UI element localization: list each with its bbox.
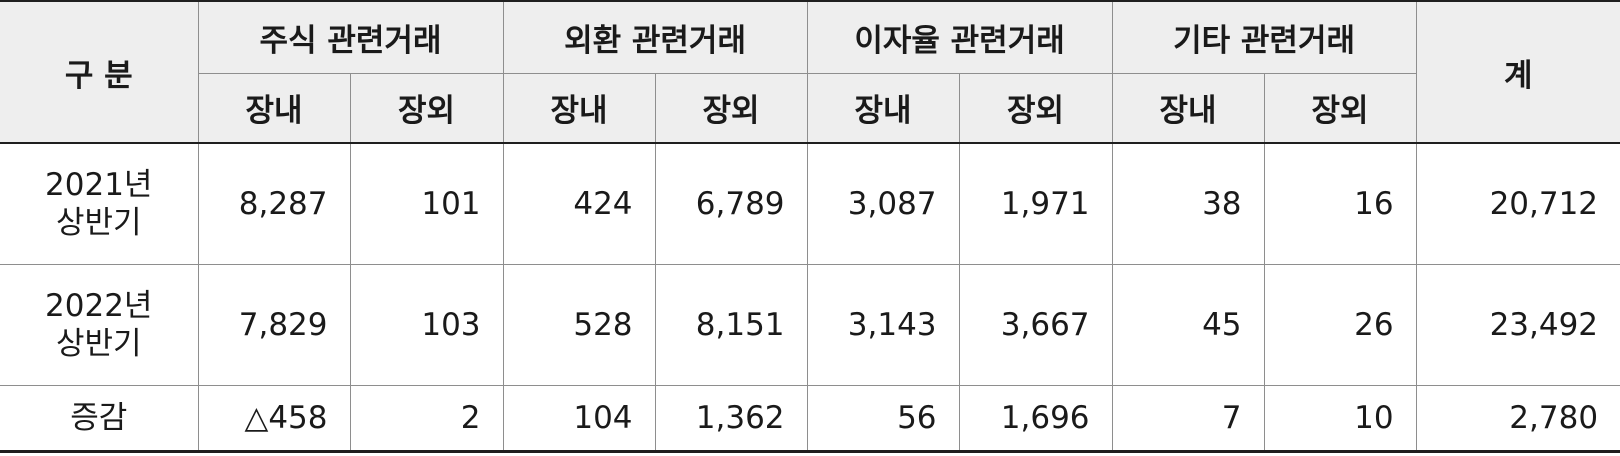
- header-group-fx: 외환 관련거래: [502, 0, 808, 74]
- table-cell-total: 20,712: [1415, 142, 1620, 265]
- header-sub-otc: 장외: [958, 72, 1113, 144]
- header-sub-exchange: 장내: [806, 72, 960, 144]
- table-row: 증감 △458 2 104 1,362 56 1,696 7 10 2,780: [0, 384, 1620, 453]
- table-cell: 38: [1111, 142, 1265, 265]
- table-cell: 56: [806, 384, 960, 453]
- table-cell: 7: [1111, 384, 1265, 453]
- table-cell: 3,087: [806, 142, 960, 265]
- table-cell: 101: [349, 142, 504, 265]
- header-group-interest: 이자율 관련거래: [806, 0, 1113, 74]
- table-cell: 2: [349, 384, 504, 453]
- header-sub-otc: 장외: [1263, 72, 1417, 144]
- table-cell: 3,667: [958, 263, 1113, 386]
- table-cell: 528: [502, 263, 656, 386]
- header-sub-exchange: 장내: [198, 72, 351, 144]
- header-row-groups: 구 분 주식 관련거래 외환 관련거래 이자율 관련거래 기타 관련거래 계: [0, 0, 1620, 144]
- table-cell-total: 2,780: [1415, 384, 1620, 453]
- table-cell: 7,829: [197, 263, 351, 386]
- row-label-line: 상반기: [55, 325, 142, 362]
- header-total: 계: [1415, 0, 1620, 144]
- table-cell: 104: [502, 384, 656, 453]
- table-cell: 3,143: [806, 263, 960, 386]
- row-label-line: 상반기: [55, 204, 142, 241]
- table-cell: 103: [349, 263, 504, 386]
- table-cell: 16: [1263, 142, 1417, 265]
- row-label: 2021년 상반기: [0, 142, 199, 265]
- table-cell: 26: [1263, 263, 1417, 386]
- table-cell: 1,696: [958, 384, 1113, 453]
- header-sub-exchange: 장내: [502, 72, 656, 144]
- table-row: 2021년 상반기 8,287 101 424 6,789 3,087 1,97…: [0, 142, 1620, 265]
- table-cell: 6,789: [654, 142, 808, 265]
- header-sub-exchange: 장내: [1111, 72, 1265, 144]
- table-cell: 1,362: [654, 384, 808, 453]
- row-label-line: 2021년: [45, 166, 153, 203]
- row-label: 증감: [0, 384, 199, 453]
- header-category: 구 분: [0, 0, 199, 144]
- header-row-sub: 장내 장외 장내 장외 장내 장외 장내 장외: [0, 72, 1620, 144]
- table-cell: 424: [502, 142, 656, 265]
- table-cell: 8,151: [654, 263, 808, 386]
- header-group-other: 기타 관련거래: [1111, 0, 1417, 74]
- row-label-line: 2022년: [45, 287, 153, 324]
- table-cell: 10: [1263, 384, 1417, 453]
- table-cell-total: 23,492: [1415, 263, 1620, 386]
- row-label: 2022년 상반기: [0, 263, 199, 386]
- table-cell: 8,287: [197, 142, 351, 265]
- table-cell: △458: [197, 384, 351, 453]
- header-group-stock: 주식 관련거래: [197, 0, 504, 74]
- header-sub-otc: 장외: [349, 72, 504, 144]
- table-cell: 45: [1111, 263, 1265, 386]
- table-row: 2022년 상반기 7,829 103 528 8,151 3,143 3,66…: [0, 263, 1620, 386]
- table-cell: 1,971: [958, 142, 1113, 265]
- header-sub-otc: 장외: [654, 72, 808, 144]
